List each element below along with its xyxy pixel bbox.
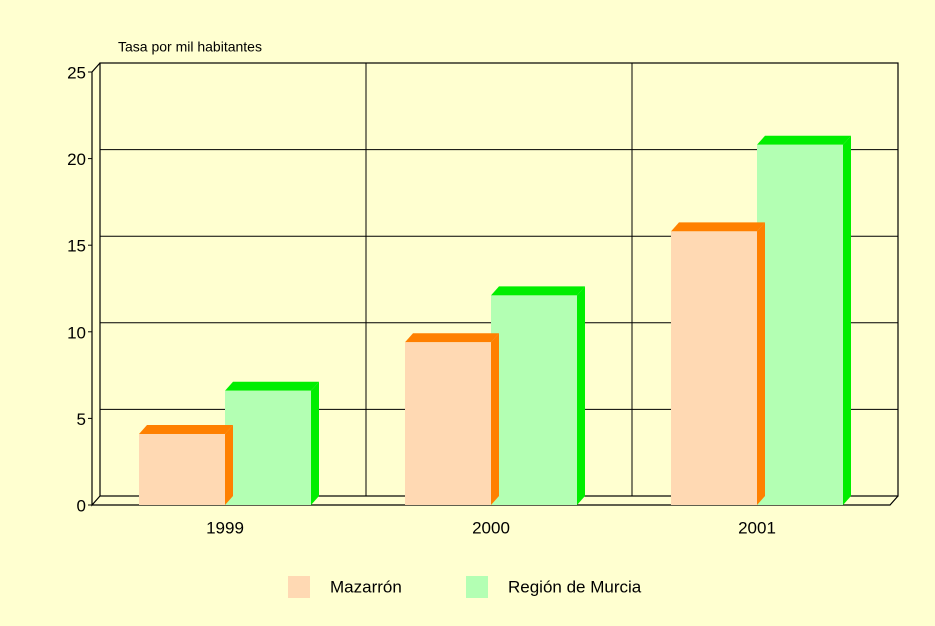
bar-side [225, 424, 233, 505]
legend-swatch [288, 576, 310, 598]
bar-side [757, 222, 765, 505]
y-tick-label: 10 [67, 323, 86, 342]
x-tick-label: 2000 [472, 518, 510, 537]
y-tick-label: 5 [77, 410, 86, 429]
bar [757, 144, 843, 505]
bar-top [671, 222, 765, 232]
legend-label: Mazarrón [330, 577, 402, 596]
bar [225, 390, 311, 505]
bar-top [757, 135, 851, 145]
y-tick-label: 25 [67, 63, 86, 82]
bar [139, 433, 225, 505]
bar-side [311, 381, 319, 505]
y-tick-label: 20 [67, 150, 86, 169]
y-axis-title: Tasa por mil habitantes [118, 39, 262, 55]
legend-label: Región de Murcia [508, 577, 642, 596]
x-tick-label: 2001 [738, 518, 776, 537]
bar-side [491, 333, 499, 505]
bar-top [139, 424, 233, 434]
left-wall [91, 62, 101, 507]
y-tick-label: 0 [77, 496, 86, 515]
bar-top [491, 286, 585, 296]
bar [671, 231, 757, 505]
bar [491, 295, 577, 505]
legend-swatch [466, 576, 488, 598]
bar-side [577, 286, 585, 505]
x-tick-label: 1999 [206, 518, 244, 537]
bar-side [843, 135, 851, 505]
bar-top [225, 381, 319, 391]
y-tick-label: 15 [67, 237, 86, 256]
bar [405, 342, 491, 505]
floor [92, 495, 899, 506]
bar-top [405, 333, 499, 343]
